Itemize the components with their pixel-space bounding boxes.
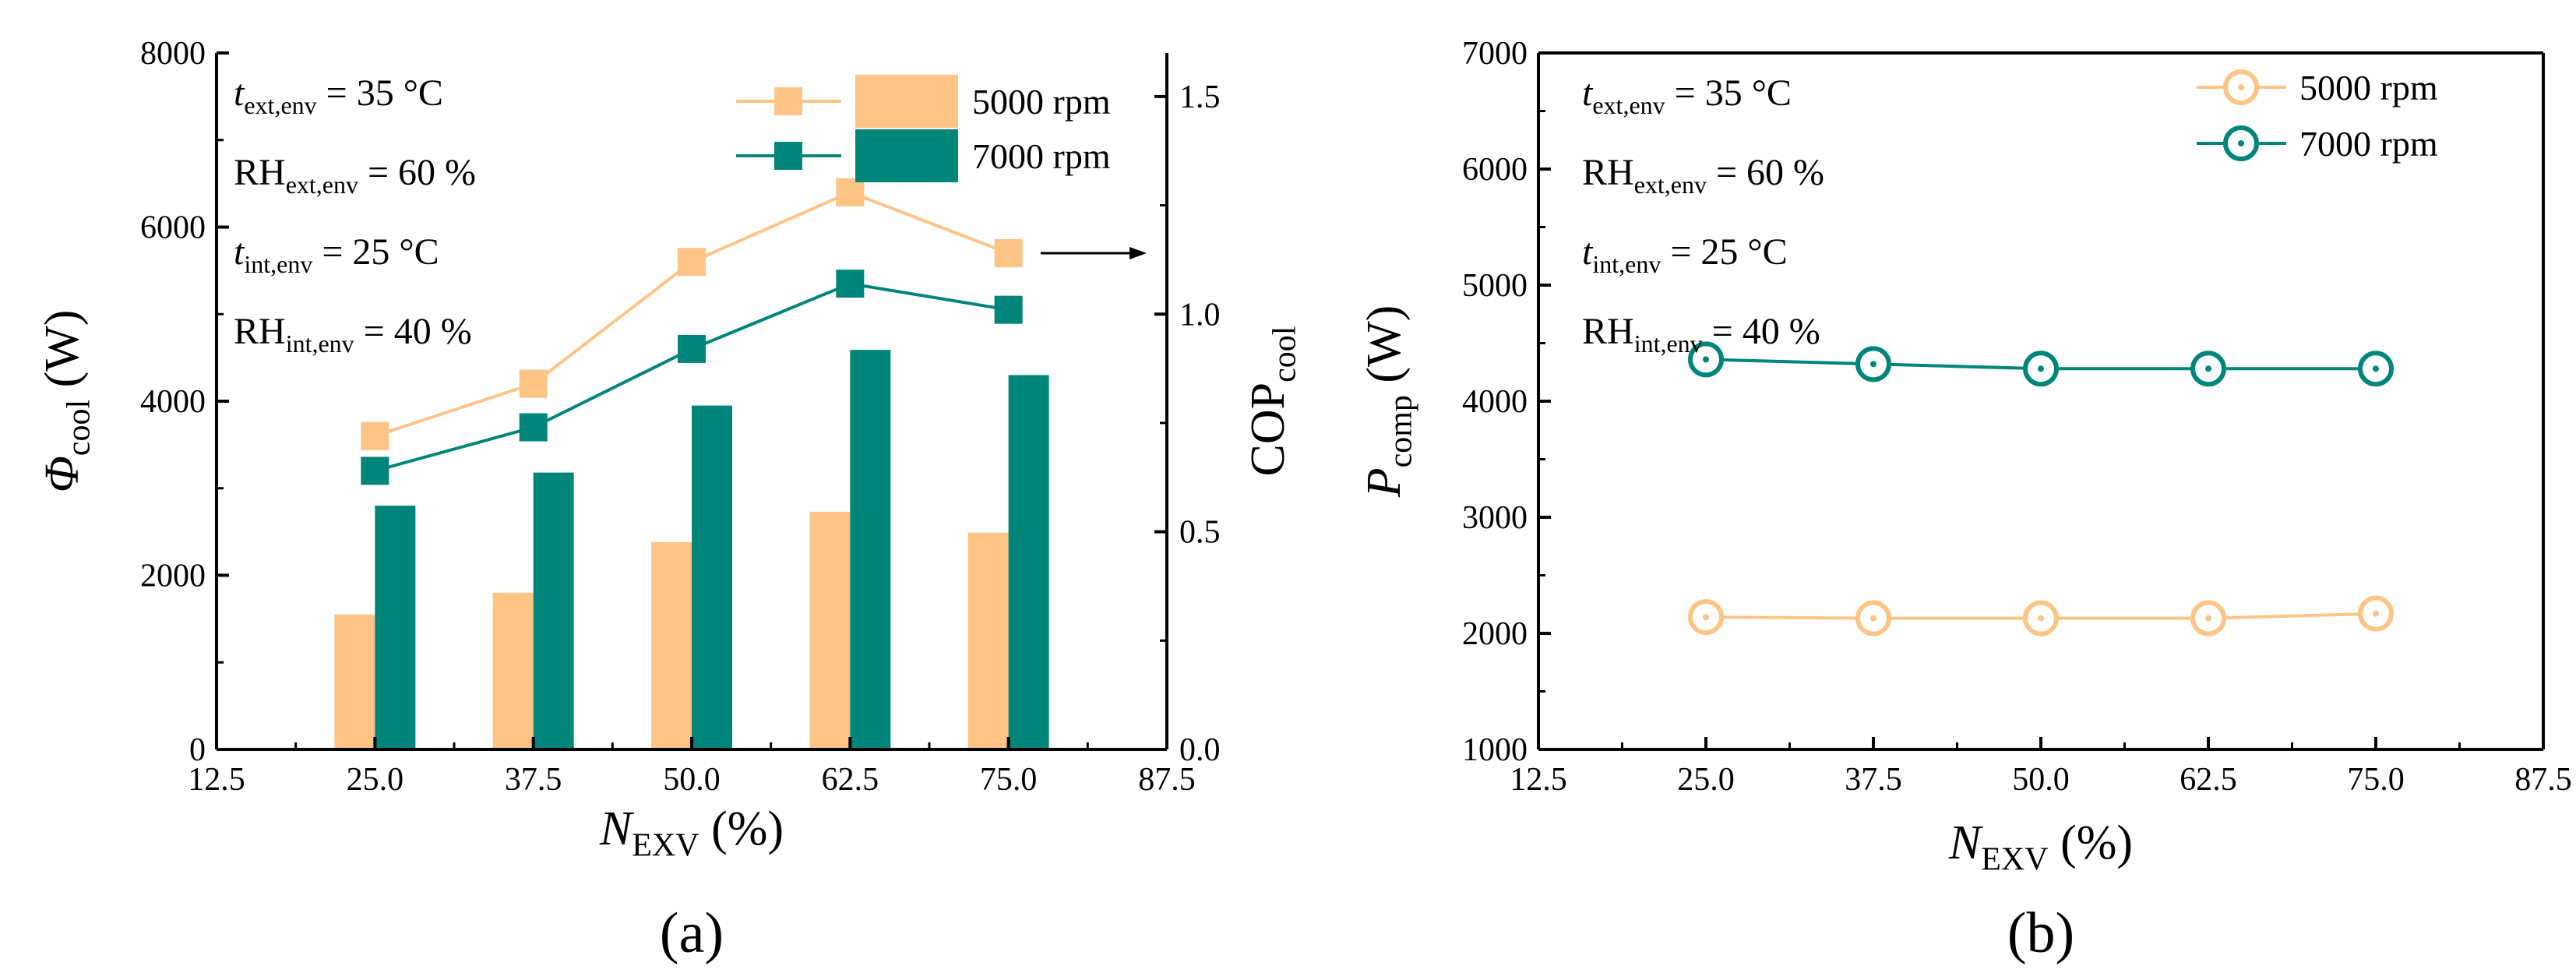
y-right-axis-title: COPcool	[1242, 326, 1303, 477]
bar-5000-3	[809, 511, 851, 749]
marker-dot-7000-4	[2373, 365, 2379, 372]
marker-cop-7000-4	[994, 295, 1023, 324]
legend-marker-5000-rpm	[774, 87, 802, 115]
marker-cop-5000-0	[361, 421, 389, 450]
y-left-axis-title: Φcool (W)	[36, 310, 97, 493]
legend-marker-dot	[2238, 140, 2244, 146]
marker-dot-5000-1	[1870, 615, 1876, 622]
y-tick-label: 2000	[1462, 616, 1528, 652]
marker-dot-7000-0	[1703, 356, 1709, 363]
x-tick-label: 37.5	[1845, 762, 1902, 798]
condition-text: text,env = 35 °C	[234, 72, 443, 119]
panel-a-chart: 12.5 25.0 37.5 50.0 62.5 75.0 87.5 0 2000 4000 600…	[36, 36, 1303, 965]
x-tick-label: 50.0	[663, 762, 721, 798]
marker-dot-7000-2	[2038, 365, 2044, 372]
marker-cop-7000-3	[836, 270, 865, 298]
bar-5000-0	[334, 614, 375, 749]
legend-label-5000-rpm: 5000 rpm	[2299, 68, 2438, 108]
x-tick-label: 75.0	[980, 762, 1038, 798]
legend-swatch-7000-rpm	[855, 129, 958, 182]
y-tick-label: 3000	[1462, 500, 1528, 536]
condition-text: RHext,env = 60 %	[234, 152, 476, 199]
bar-7000-3	[850, 350, 891, 749]
bar-5000-4	[967, 532, 1009, 749]
x-tick-label: 50.0	[2012, 762, 2070, 798]
y-left-tick-label: 6000	[140, 210, 206, 246]
x-axis-title: NEXV (%)	[1948, 816, 2133, 878]
marker-dot-5000-4	[2373, 610, 2379, 617]
y-left-tick-label: 0	[189, 732, 206, 768]
legend-marker-dot	[2238, 84, 2244, 90]
bar-5000-1	[492, 592, 534, 749]
bar-7000-1	[533, 472, 574, 749]
y-right-tick-label: 1.5	[1179, 79, 1221, 115]
condition-text: RHint,env = 40 %	[234, 311, 472, 358]
y-right-tick-label: 0.5	[1179, 515, 1221, 551]
marker-cop-7000-2	[678, 334, 706, 363]
x-tick-label: 62.5	[2180, 762, 2237, 798]
y-tick-label: 7000	[1462, 36, 1528, 72]
legend-label-5000-rpm: 5000 rpm	[972, 82, 1111, 122]
x-tick-label: 87.5	[1138, 762, 1196, 798]
marker-cop-5000-1	[519, 369, 548, 398]
bar-7000-2	[692, 405, 732, 749]
marker-dot-7000-3	[2205, 365, 2211, 372]
condition-text: RHint,env = 40 %	[1582, 311, 1820, 358]
condition-text: tint,env = 25 °C	[234, 231, 439, 278]
legend-label-7000-rpm: 7000 rpm	[2299, 124, 2438, 164]
panel-b-chart: 12.5 25.0 37.5 50.0 62.5 75.0 87.5 1000 2000 3000…	[1358, 36, 2572, 965]
condition-text: tint,env = 25 °C	[1582, 231, 1788, 278]
x-tick-label: 12.5	[188, 762, 245, 798]
y-right-tick-label: 1.0	[1179, 297, 1221, 333]
y-right-tick-label: 0.0	[1179, 732, 1221, 768]
bar-5000-2	[651, 542, 692, 749]
panel-label-a: (a)	[660, 901, 724, 965]
marker-dot-5000-0	[1703, 614, 1709, 621]
arrow-head	[1129, 247, 1147, 259]
y-tick-label: 6000	[1462, 152, 1528, 188]
x-tick-label: 37.5	[505, 762, 562, 798]
y-tick-label: 4000	[1462, 384, 1528, 420]
x-tick-label: 62.5	[822, 762, 879, 798]
x-axis-title: NEXV (%)	[599, 802, 784, 864]
bar-7000-4	[1008, 375, 1049, 749]
marker-cop-7000-0	[361, 457, 389, 485]
marker-cop-5000-2	[678, 248, 706, 277]
y-tick-label: 1000	[1462, 732, 1528, 768]
y-left-tick-label: 2000	[140, 559, 206, 594]
legend-swatch-5000-rpm	[855, 75, 958, 128]
condition-text: RHext,env = 60 %	[1582, 152, 1824, 199]
x-tick-label: 12.5	[1510, 762, 1567, 798]
marker-dot-5000-2	[2038, 615, 2044, 622]
marker-cop-5000-3	[836, 178, 865, 206]
marker-dot-7000-1	[1870, 361, 1876, 368]
legend-label-7000-rpm: 7000 rpm	[972, 136, 1111, 176]
marker-cop-7000-1	[519, 413, 548, 442]
legend-marker-7000-rpm	[774, 142, 802, 170]
y-left-tick-label: 4000	[140, 384, 206, 420]
x-tick-label: 75.0	[2347, 762, 2405, 798]
condition-text: text,env = 35 °C	[1582, 72, 1792, 119]
bar-7000-0	[375, 506, 416, 749]
x-tick-label: 25.0	[347, 762, 404, 798]
x-tick-label: 87.5	[2514, 762, 2572, 798]
marker-dot-5000-3	[2205, 615, 2211, 622]
y-left-tick-label: 8000	[140, 36, 206, 72]
y-axis-title: Pcomp (W)	[1358, 305, 1419, 499]
y-tick-label: 5000	[1462, 268, 1528, 304]
marker-cop-5000-4	[994, 239, 1023, 268]
panel-label-b: (b)	[2007, 901, 2074, 965]
x-tick-label: 25.0	[1677, 762, 1735, 798]
